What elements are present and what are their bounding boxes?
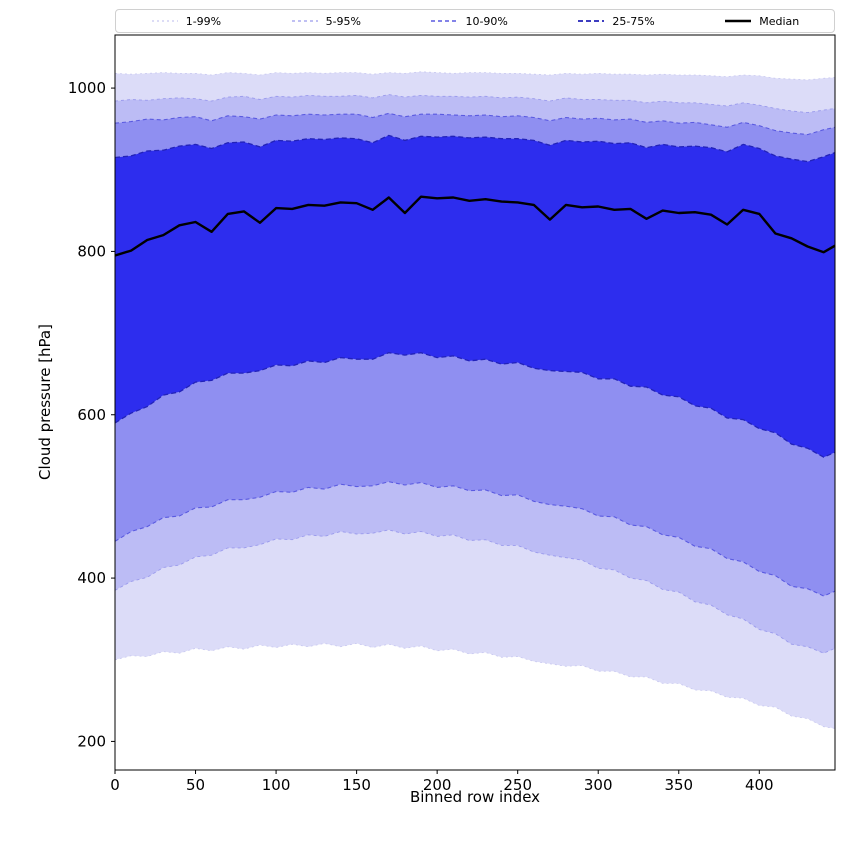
band-edge-lower-1-99 [114,642,836,729]
band-edge-lower-10-90 [114,481,836,597]
y-axis-label: Cloud pressure [hPa] [36,324,54,480]
legend-label-10-90: 10-90% [465,14,508,28]
legend-label-1-99: 1-99% [185,14,222,28]
legend-line-sample-10-90 [431,20,458,22]
x-tick-label: 350 [664,776,693,794]
x-tick-label: 100 [262,776,291,794]
legend: 1-99% 5-95% 10-90% 25-75% Median [115,9,835,33]
median-line [114,195,836,257]
legend-line-sample-median [725,19,752,23]
x-tick-label: 400 [745,776,774,794]
band-25-75 [115,135,835,458]
legend-line-sample-1-99 [151,20,178,22]
legend-item-median: Median [724,15,799,28]
x-tick-label: 200 [423,776,452,794]
legend-label-median: Median [759,14,800,28]
legend-label-5-95: 5-95% [325,14,362,28]
legend-line-sample-5-95 [291,20,318,22]
band-edge-upper-1-99 [114,71,836,81]
band-edge-upper-5-95 [114,94,836,114]
band-edge-lower-25-75 [114,352,836,458]
legend-item-10-90: 10-90% [430,14,508,28]
y-tick-label: 1000 [68,79,106,97]
legend-item-5-95: 5-95% [291,15,361,28]
legend-item-1-99: 1-99% [151,15,221,28]
y-tick-label: 400 [77,569,106,587]
legend-item-25-75: 25-75% [577,14,655,28]
x-tick-label: 300 [584,776,613,794]
plot-border [114,34,836,771]
x-tick-label: 0 [110,776,120,794]
x-tick-label: 150 [342,776,371,794]
band-edge-upper-25-75 [114,134,836,163]
band-edge-upper-10-90 [114,112,836,136]
y-tick-label: 200 [77,732,106,750]
legend-label-25-75: 25-75% [612,14,655,28]
y-tick-label: 600 [77,406,106,424]
x-tick-label: 50 [186,776,205,794]
legend-line-sample-25-75 [578,20,605,22]
x-tick-label: 250 [503,776,532,794]
x-axis-label: Binned row index [409,788,541,806]
y-tick-label: 800 [77,242,106,260]
